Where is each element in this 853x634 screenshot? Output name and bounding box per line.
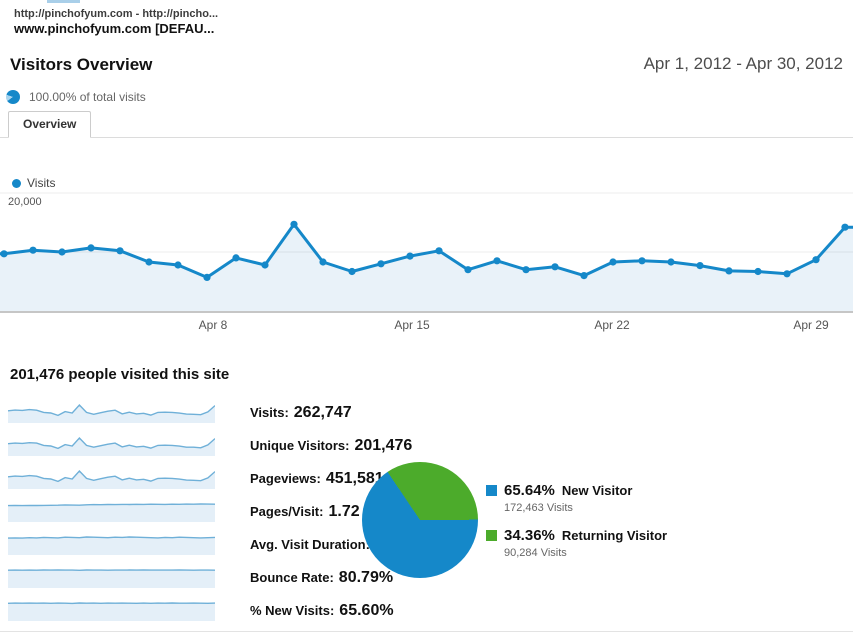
visits-legend-label: Visits bbox=[27, 176, 56, 190]
metrics-list: Visits: 262,747 Unique Visitors: 201,476 P… bbox=[8, 396, 439, 627]
visitor-type-pie-chart[interactable] bbox=[362, 462, 478, 578]
segment-label: 100.00% of total visits bbox=[29, 90, 146, 104]
metric-label: % New Visits: bbox=[250, 602, 335, 618]
metric-row-percent-new-visits: % New Visits: 65.60% bbox=[8, 594, 439, 627]
returning-visitor-label: Returning Visitor bbox=[561, 528, 668, 543]
account-breadcrumb: http://pinchofyum.com - http://pincho... bbox=[14, 8, 219, 20]
tab-overview[interactable]: Overview bbox=[8, 111, 92, 138]
visitors-headline: 201,476 people visited this site bbox=[10, 366, 230, 383]
returning-visitor-percent: 34.36% bbox=[504, 527, 555, 544]
page-title: Visitors Overview bbox=[10, 55, 153, 74]
metric-label: Pageviews: bbox=[250, 470, 321, 486]
metric-value: 262,747 bbox=[293, 403, 352, 421]
metric-value: 1.72 bbox=[328, 502, 360, 520]
metric-value: 451,581 bbox=[325, 469, 384, 487]
metric-row-bounce-rate: Bounce Rate: 80.79% bbox=[8, 561, 439, 594]
x-axis-tick: Apr 8 bbox=[198, 318, 228, 332]
cropped-toolbar-fragment bbox=[47, 0, 80, 3]
metric-row-pageviews: Pageviews: 451,581 bbox=[8, 462, 439, 495]
chart-legend: Visits bbox=[12, 176, 55, 190]
new-visitor-visits: 172,463 Visits bbox=[504, 502, 573, 514]
pie-legend-item-returning-visitor: 34.36% Returning Visitor 90,284 Visits bbox=[486, 527, 667, 559]
report-tab-bar: Overview bbox=[0, 111, 853, 138]
visits-area-chart[interactable] bbox=[0, 192, 853, 313]
metric-value: 65.60% bbox=[339, 601, 394, 619]
new-visitor-percent: 65.64% bbox=[504, 482, 555, 499]
bounce-rate-sparkline bbox=[8, 569, 215, 588]
metric-label: Pages/Visit: bbox=[250, 503, 324, 519]
bottom-divider bbox=[0, 631, 853, 632]
metric-value: 201,476 bbox=[354, 436, 413, 454]
visits-sparkline bbox=[8, 403, 215, 423]
metric-label: Avg. Visit Duration: bbox=[250, 536, 370, 552]
metric-row-pages-per-visit: Pages/Visit: 1.72 bbox=[8, 495, 439, 528]
x-axis-tick: Apr 29 bbox=[793, 318, 829, 332]
metric-row-unique-visitors: Unique Visitors: 201,476 bbox=[8, 429, 439, 462]
new-visitor-swatch-icon bbox=[486, 485, 497, 496]
pie-legend-item-new-visitor: 65.64% New Visitor 172,463 Visits bbox=[486, 482, 667, 514]
metric-row-visits: Visits: 262,747 bbox=[8, 396, 439, 429]
profile-selector[interactable]: www.pinchofyum.com [DEFAU... bbox=[14, 21, 215, 36]
pages-per-visit-sparkline bbox=[8, 503, 215, 522]
returning-visitor-visits: 90,284 Visits bbox=[504, 547, 567, 559]
segment-pie-icon bbox=[6, 90, 20, 104]
returning-visitor-swatch-icon bbox=[486, 530, 497, 541]
x-axis-tick: Apr 15 bbox=[394, 318, 430, 332]
x-axis-tick: Apr 22 bbox=[594, 318, 630, 332]
y-axis-tick-20000: 20,000 bbox=[8, 196, 42, 208]
avg-visit-duration-sparkline bbox=[8, 536, 215, 555]
segment-summary: 100.00% of total visits bbox=[6, 90, 146, 104]
metric-value: 80.79% bbox=[338, 568, 394, 586]
unique-visitors-sparkline bbox=[8, 436, 215, 456]
date-range-selector[interactable]: Apr 1, 2012 - Apr 30, 2012 bbox=[643, 54, 843, 73]
percent-new-visits-sparkline bbox=[8, 602, 215, 621]
pageviews-sparkline bbox=[8, 469, 215, 489]
pie-legend: 65.64% New Visitor 172,463 Visits 34.36%… bbox=[486, 482, 667, 572]
metric-label: Visits: bbox=[250, 404, 289, 420]
metric-label: Unique Visitors: bbox=[250, 437, 350, 453]
new-visitor-label: New Visitor bbox=[561, 483, 633, 498]
visits-legend-dot-icon bbox=[12, 178, 21, 188]
metric-label: Bounce Rate: bbox=[250, 569, 334, 585]
